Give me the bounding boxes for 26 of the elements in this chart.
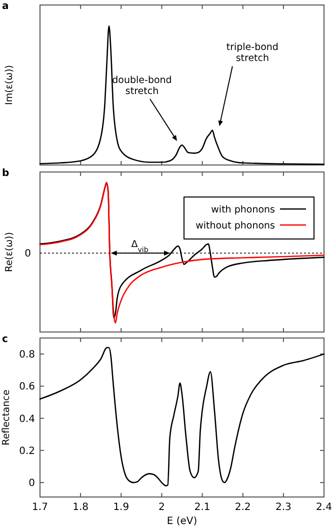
- x-tick-label: 2.2: [234, 502, 251, 513]
- y-tick-label: 0.8: [19, 350, 35, 361]
- x-tick-label: 1.8: [72, 502, 89, 513]
- annotation: Δ$_{vib}$: [131, 239, 149, 254]
- annotation: triple-bond stretch: [226, 42, 278, 64]
- y-tick-label: 0.4: [19, 414, 35, 425]
- legend-label: with phonons: [211, 204, 276, 216]
- y-tick-label: 0.2: [19, 446, 35, 457]
- x-tick-label: 2: [158, 502, 165, 513]
- x-axis-title: E (eV): [166, 516, 198, 527]
- y-axis-title: Re(ε(ω)): [4, 232, 15, 272]
- chart-title: a: [2, 1, 9, 12]
- line-series: [39, 346, 325, 486]
- x-tick-label: 2.1: [194, 502, 210, 513]
- x-tick-label: 2.3: [275, 502, 292, 513]
- x-tick-label: 1.9: [113, 502, 130, 513]
- x-tick-label: 1.7: [32, 502, 48, 513]
- chart-title: b: [2, 168, 10, 179]
- annotation: double-bond stretch: [112, 74, 172, 97]
- legend-label: without phonons: [196, 220, 276, 232]
- chart-title: c: [2, 334, 8, 345]
- y-axis-title: Im(ε(ω)): [4, 65, 15, 105]
- x-tick-label: 2.4: [316, 502, 332, 513]
- y-tick-label: 0: [28, 478, 35, 490]
- y-tick-label: 0.6: [19, 382, 35, 393]
- y-axis-title: Reflectance: [1, 390, 12, 446]
